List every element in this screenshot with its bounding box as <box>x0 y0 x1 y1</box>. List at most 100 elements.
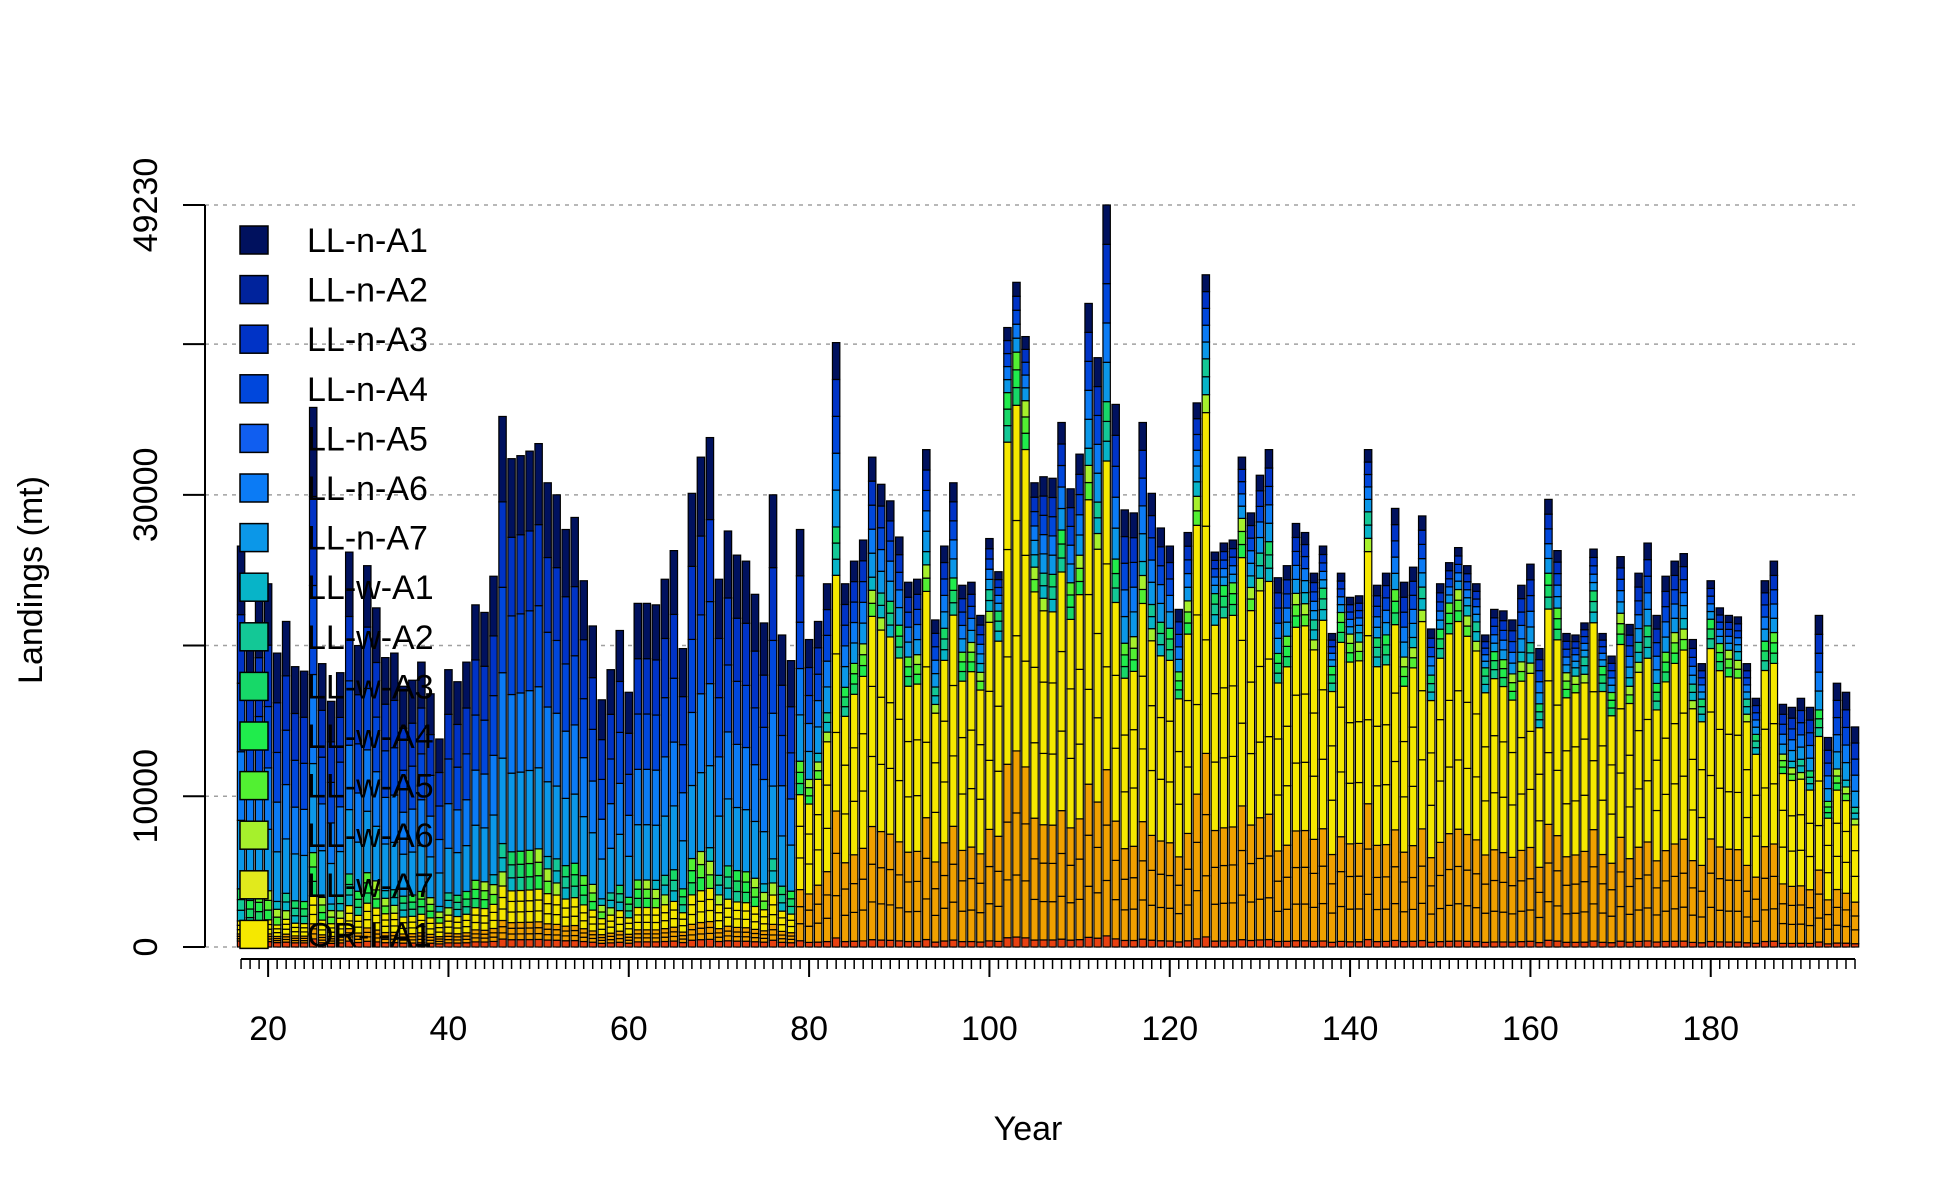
bar <box>1228 539 1238 948</box>
bar-segment <box>912 795 922 852</box>
bar-segment <box>1219 757 1229 829</box>
bar-segment <box>1075 493 1084 516</box>
bar-segment <box>958 940 967 948</box>
bar-segment <box>1246 562 1256 577</box>
bar-segment <box>1814 652 1824 673</box>
bar-segment <box>1472 776 1481 841</box>
bar-segment <box>1408 580 1418 596</box>
bar-segment <box>1652 682 1661 693</box>
bar-segment <box>1598 652 1607 661</box>
bar-segment <box>1733 941 1743 948</box>
bar <box>1526 563 1535 948</box>
bar-segment <box>967 651 976 663</box>
bar-segment <box>1282 593 1292 609</box>
bar-segment <box>1715 621 1725 630</box>
bar-segment <box>1787 815 1797 852</box>
bar-segment <box>1219 864 1229 904</box>
bar-segment <box>858 560 868 583</box>
bar-segment <box>1273 738 1283 796</box>
bar-segment <box>1309 619 1319 631</box>
bar-segment <box>1589 565 1598 575</box>
bar-segment <box>1472 630 1481 642</box>
bar-segment <box>381 657 390 705</box>
bar-segment <box>570 586 579 657</box>
bar-segment <box>831 574 841 655</box>
bar-segment <box>552 712 561 787</box>
bar-segment <box>750 877 760 889</box>
bar-segment <box>885 580 895 602</box>
bar <box>1282 565 1292 948</box>
bar-segment <box>714 932 724 938</box>
bar-segment <box>552 894 561 906</box>
bar-segment <box>976 680 985 691</box>
bar-segment <box>561 596 570 665</box>
bar-segment <box>1760 728 1770 789</box>
bar-segment <box>858 539 868 562</box>
bar <box>1273 577 1283 948</box>
bar-segment <box>1823 817 1833 846</box>
bar-segment <box>552 858 561 872</box>
bar-segment <box>534 910 543 923</box>
bar-segment <box>1030 666 1039 744</box>
bar-segment <box>1021 374 1030 389</box>
legend-label: LL-w-A4 <box>307 718 434 756</box>
bar-segment <box>1453 555 1463 565</box>
bar <box>1264 449 1274 948</box>
bar-segment <box>1093 846 1102 894</box>
bar-segment <box>1012 281 1021 297</box>
bar-segment <box>1526 594 1535 612</box>
bar-segment <box>552 929 561 936</box>
bar-segment <box>1643 841 1652 876</box>
bar-segment <box>813 620 823 649</box>
bar-segment <box>1417 690 1427 761</box>
bar-segment <box>1697 670 1707 679</box>
bar-segment <box>1075 858 1084 900</box>
bar-segment <box>976 744 985 800</box>
bar-segment <box>1508 630 1517 643</box>
bar-segment <box>462 799 471 847</box>
bar-segment <box>1408 636 1418 649</box>
bar <box>1012 281 1021 948</box>
bar-segment <box>1598 941 1607 948</box>
bar-segment <box>894 536 904 556</box>
bar-segment <box>732 880 742 893</box>
bar-segment <box>1408 726 1418 787</box>
bar-segment <box>1670 875 1679 910</box>
bar-segment <box>849 560 859 583</box>
bar-segment <box>606 907 616 916</box>
bar-segment <box>1607 707 1616 717</box>
bar-segment <box>1354 609 1364 619</box>
bar-segment <box>795 528 805 577</box>
bar-segment <box>1156 778 1166 842</box>
bar-segment <box>1787 739 1797 752</box>
bar-segment <box>1841 925 1851 944</box>
bar-segment <box>408 679 417 724</box>
bar-segment <box>940 578 949 596</box>
bar-segment <box>940 907 949 942</box>
bar <box>525 450 534 948</box>
bar <box>1057 421 1066 948</box>
bar-segment <box>1246 537 1256 552</box>
bar-segment <box>795 923 805 942</box>
bar-segment <box>931 672 940 688</box>
bar-segment <box>606 803 616 849</box>
bar-segment <box>985 558 994 570</box>
bar-segment <box>696 614 706 695</box>
bar-segment <box>1120 909 1129 942</box>
bar-segment <box>804 722 814 753</box>
bar-segment <box>1733 623 1743 632</box>
bar-segment <box>1363 848 1373 895</box>
bar-segment <box>1526 788 1535 849</box>
bar-segment <box>1679 838 1688 874</box>
bar-segment <box>408 908 417 917</box>
bar-segment <box>471 769 480 826</box>
bar-segment <box>633 897 643 909</box>
bar-segment <box>1787 779 1797 817</box>
bar-segment <box>1336 940 1346 948</box>
bar-segment <box>597 917 607 925</box>
legend-label: LL-n-A6 <box>307 470 428 508</box>
bar <box>1453 546 1463 948</box>
bar <box>922 449 931 948</box>
bar-segment <box>759 941 769 948</box>
bar-segment <box>498 938 507 948</box>
